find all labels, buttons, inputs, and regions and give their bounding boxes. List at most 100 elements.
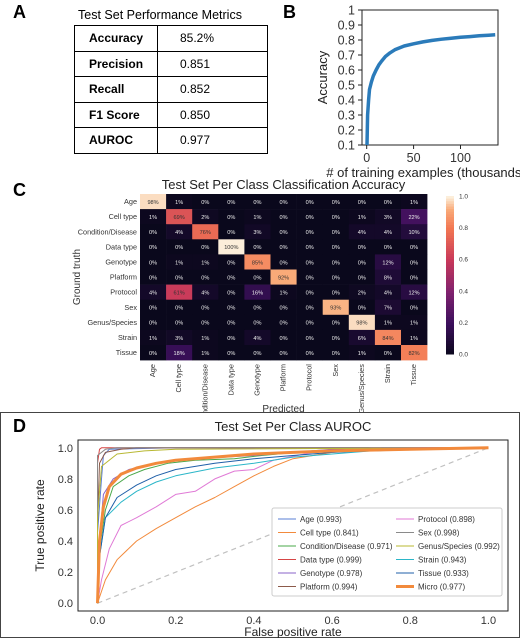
heatmap-cell bbox=[166, 329, 193, 346]
y-tick-label: 1.0 bbox=[58, 443, 73, 455]
heatmap-cell bbox=[140, 254, 167, 270]
colorbar-segment bbox=[446, 322, 454, 326]
colorbar-segment bbox=[446, 222, 454, 226]
heatmap-cell bbox=[374, 209, 402, 225]
heatmap-cell-label: 0% bbox=[358, 306, 366, 312]
heatmap-cell bbox=[401, 239, 428, 255]
heatmap-cell bbox=[140, 345, 167, 361]
colorbar-segment bbox=[446, 267, 454, 271]
heatmap-cell-label: 18% bbox=[174, 351, 185, 357]
colorbar-segment bbox=[446, 261, 454, 265]
y-tick-label: 0.7 bbox=[338, 49, 355, 63]
legend-label: Age (0.993) bbox=[300, 515, 342, 524]
heatmap-cell bbox=[244, 224, 271, 240]
column-label: Cell type bbox=[174, 364, 183, 392]
x-tick-label: 0.6 bbox=[324, 615, 339, 627]
row-label: Condition/Disease bbox=[78, 227, 137, 236]
heatmap-cell-label: 4% bbox=[358, 230, 366, 236]
y-axis-label: Accuracy bbox=[315, 50, 330, 104]
heatmap-cell-label: 0% bbox=[227, 260, 235, 266]
heatmap-cell bbox=[218, 209, 245, 225]
x-tick-label: 50 bbox=[407, 151, 421, 165]
heatmap-cell-label: 0% bbox=[175, 306, 183, 312]
heatmap-cell-label: 0% bbox=[175, 321, 183, 327]
heatmap-cell-label: 1% bbox=[358, 215, 366, 221]
metrics-row: Recall 0.852 bbox=[74, 76, 268, 103]
heatmap-cell bbox=[270, 239, 297, 255]
metrics-row: AUROC 0.977 bbox=[74, 127, 268, 154]
heatmap-cell-label: 4% bbox=[201, 290, 209, 296]
column-label: Genus/Species bbox=[357, 364, 366, 412]
heatmap-cell-label: 0% bbox=[149, 275, 157, 281]
heatmap-cell bbox=[348, 254, 376, 270]
heatmap-cell-label: 0% bbox=[332, 290, 340, 296]
heatmap-cell bbox=[296, 345, 323, 361]
heatmap-cell bbox=[166, 239, 193, 255]
heatmap-cell bbox=[348, 284, 376, 300]
row-label: Genus/Species bbox=[88, 318, 138, 327]
column-label: Strain bbox=[383, 364, 392, 383]
heatmap-cell-label: 0% bbox=[280, 260, 288, 266]
column-label: Sex bbox=[331, 364, 340, 377]
heatmap-cell bbox=[192, 239, 219, 255]
colorbar-segment bbox=[446, 306, 454, 310]
heatmap-cell-label: 0% bbox=[149, 230, 157, 236]
heatmap-cell bbox=[218, 239, 245, 255]
colorbar-segment bbox=[446, 259, 454, 263]
roc-curves-chart: Test Set Per Class AUROC 0.0 0.2 0.4 0.6 0.8 1… bbox=[0, 412, 520, 638]
column-label: Data type bbox=[226, 364, 235, 395]
colorbar-segment bbox=[446, 232, 454, 236]
colorbar-segment bbox=[446, 351, 454, 355]
heatmap-cell bbox=[192, 284, 219, 300]
y-tick-label: 0.3 bbox=[338, 109, 355, 123]
row-label: Sex bbox=[124, 303, 137, 312]
heatmap-cell-label: 22% bbox=[408, 215, 419, 221]
heatmap-cell-label: 98% bbox=[147, 200, 158, 206]
heatmap-cell-label: 0% bbox=[306, 200, 314, 206]
heatmap-cell bbox=[166, 284, 193, 300]
heatmap-cell-label: 4% bbox=[149, 290, 157, 296]
heatmap-cell bbox=[348, 299, 376, 316]
heatmap-cell-label: 0% bbox=[253, 321, 261, 327]
heatmap-cell-label: 2% bbox=[201, 215, 209, 221]
heatmap-cell bbox=[401, 254, 428, 270]
panel-label-b: B bbox=[283, 2, 296, 22]
accuracy-learning-curve-chart: 0.10.20.30.40.50.60.70.80.91 0 50 100# of t… bbox=[315, 4, 520, 181]
heatmap-cell bbox=[192, 329, 219, 346]
heatmap-cell bbox=[322, 284, 350, 300]
y-tick-label: 0.4 bbox=[338, 94, 355, 108]
heatmap-cell bbox=[270, 329, 297, 346]
column-label: Genotype bbox=[252, 364, 261, 396]
heatmap-cell-label: 0% bbox=[227, 336, 235, 342]
colorbar-segment bbox=[446, 293, 454, 297]
heatmap-cell bbox=[192, 224, 219, 240]
row-label: Protocol bbox=[110, 288, 137, 297]
heatmap-cell bbox=[218, 269, 245, 285]
heatmap-cell bbox=[322, 209, 350, 225]
heatmap-cell bbox=[401, 299, 428, 316]
plot-frame bbox=[361, 9, 499, 146]
colorbar-segment bbox=[446, 211, 454, 215]
heatmap-cell-label: 0% bbox=[253, 200, 261, 206]
heatmap-cell-label: 1% bbox=[358, 351, 366, 357]
row-label: Age bbox=[124, 197, 137, 206]
heatmap-cell-label: 0% bbox=[149, 306, 157, 312]
legend-box bbox=[271, 507, 503, 597]
colorbar-segment bbox=[446, 343, 454, 347]
colorbar-segment bbox=[446, 317, 454, 321]
colorbar-tick-label: 0.6 bbox=[459, 257, 468, 264]
heatmap-cell-label: 3% bbox=[384, 215, 392, 221]
heatmap-cell-label: 0% bbox=[280, 200, 288, 206]
heatmap-cell bbox=[374, 314, 402, 331]
heatmap-cell bbox=[192, 345, 219, 361]
x-axis-label: Predicted bbox=[262, 404, 304, 412]
heatmap-cell-label: 0% bbox=[410, 306, 418, 312]
heatmap-cell bbox=[140, 314, 167, 331]
colorbar-segment bbox=[446, 269, 454, 273]
heatmap-cell-label: 0% bbox=[149, 260, 157, 266]
heatmap-cell bbox=[244, 329, 271, 346]
colorbar-segment bbox=[446, 285, 454, 289]
heatmap-cell bbox=[244, 314, 271, 331]
heatmap-cell bbox=[244, 194, 271, 210]
heatmap-cell bbox=[401, 209, 428, 225]
